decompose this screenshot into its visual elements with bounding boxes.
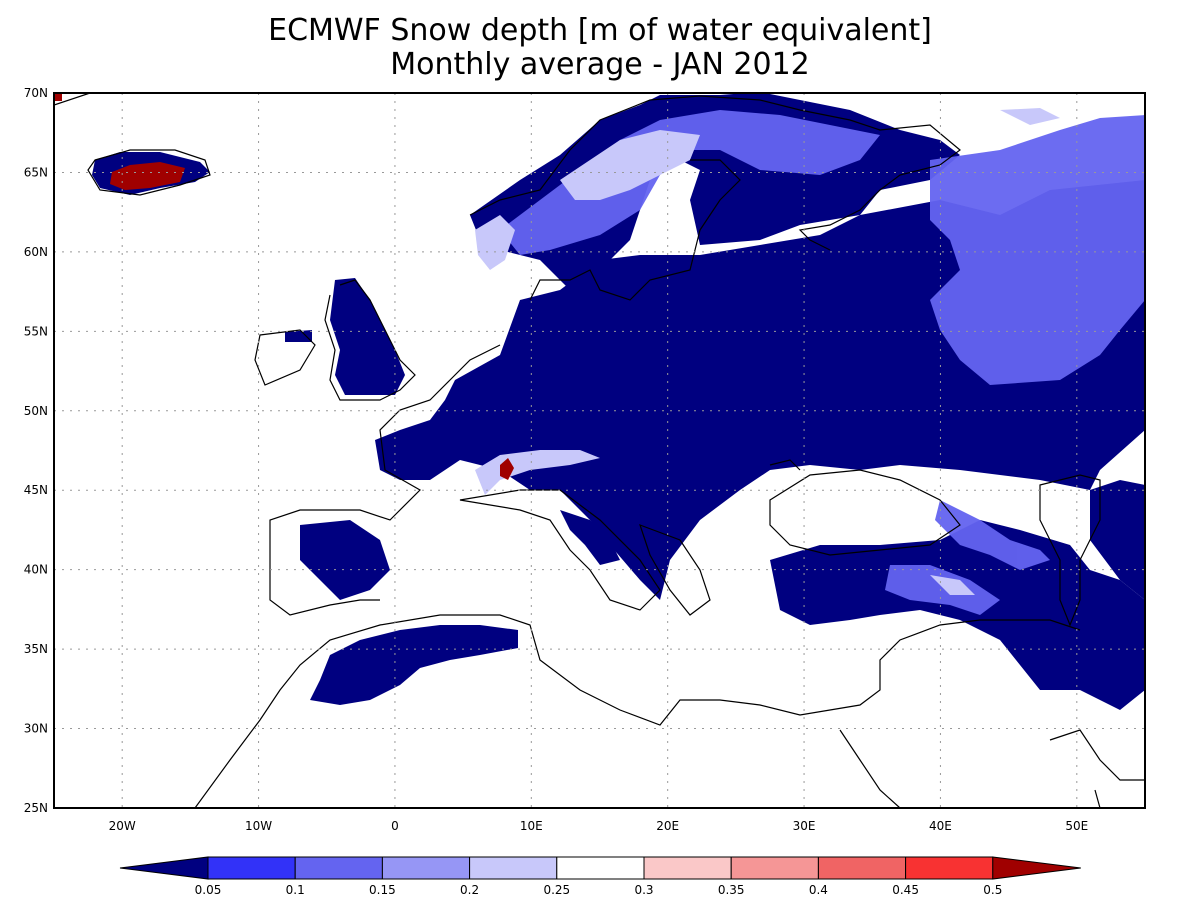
colorbar-over-arrow (992, 856, 1081, 880)
colorbar-label: 0.35 (718, 883, 745, 897)
lat-tick-label: 60N (24, 245, 48, 259)
colorbar-label: 0.4 (809, 883, 828, 897)
colorbar: 0.05 0.1 0.15 0.2 0.25 0.3 0.35 0.4 0.45 0.5 (119, 856, 1081, 897)
colorbar-segment (730, 856, 819, 880)
lat-tick-label: 35N (24, 642, 48, 656)
colorbar-label: 0.05 (195, 883, 222, 897)
lat-tick-label: 45N (24, 483, 48, 497)
colorbar-label: 0.45 (892, 883, 919, 897)
longitude-ticks: 20W 10W 0 10E 20E 30E 40E 50E (109, 819, 1089, 833)
lat-tick-label: 55N (24, 324, 48, 338)
colorbar-segment (381, 856, 471, 880)
colorbar-segment (207, 856, 296, 880)
lat-tick-label: 40N (24, 563, 48, 577)
colorbar-under-arrow (119, 856, 209, 880)
graticule (54, 93, 1145, 808)
snow-field-max (54, 93, 514, 480)
lon-tick-label: 20E (656, 819, 679, 833)
colorbar-label: 0.1 (286, 883, 305, 897)
colorbar-segment (294, 856, 383, 880)
lat-tick-label: 30N (24, 722, 48, 736)
lon-tick-label: 40E (929, 819, 952, 833)
colorbar-label: 0.2 (460, 883, 479, 897)
snow-field-medium (500, 110, 1145, 615)
lon-tick-label: 10E (520, 819, 543, 833)
lon-tick-label: 0 (391, 819, 399, 833)
map-plot-area (54, 93, 1145, 808)
lon-tick-label: 10W (245, 819, 272, 833)
coastlines (54, 93, 1145, 808)
colorbar-label: 0.3 (634, 883, 653, 897)
map-title: ECMWF Snow depth [m of water equivalent] (268, 13, 932, 48)
lat-tick-label: 70N (24, 86, 48, 100)
lat-tick-label: 65N (24, 165, 48, 179)
lat-tick-label: 25N (24, 801, 48, 815)
colorbar-segment (817, 856, 907, 880)
latitude-ticks: 25N 30N 35N 40N 45N 50N 55N 60N 65N 70N (24, 86, 48, 815)
colorbar-segment (469, 856, 558, 880)
lat-tick-label: 50N (24, 404, 48, 418)
colorbar-label: 0.25 (543, 883, 570, 897)
colorbar-label: 0.5 (983, 883, 1002, 897)
map-subtitle: Monthly average - JAN 2012 (390, 47, 810, 82)
colorbar-label: 0.15 (369, 883, 396, 897)
lon-tick-label: 20W (109, 819, 136, 833)
colorbar-segment (556, 856, 645, 880)
lon-tick-label: 50E (1065, 819, 1088, 833)
colorbar-segment (643, 856, 732, 880)
lon-tick-label: 30E (793, 819, 816, 833)
colorbar-segment (905, 856, 994, 880)
map-frame (53, 92, 1146, 809)
